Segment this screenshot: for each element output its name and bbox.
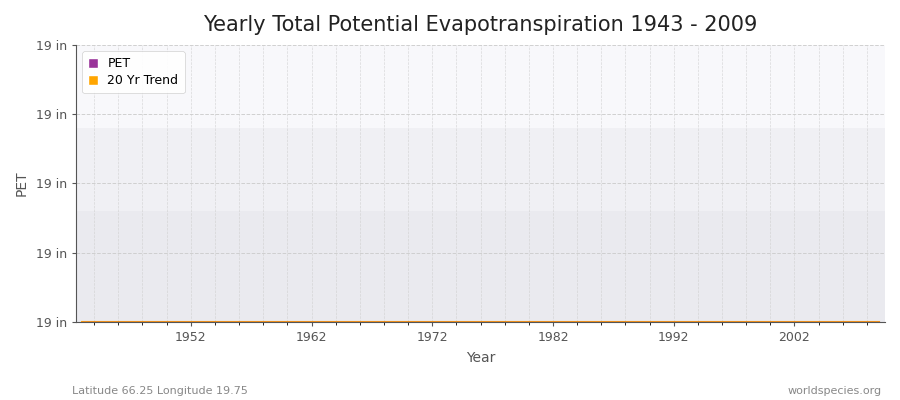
- Legend: PET, 20 Yr Trend: PET, 20 Yr Trend: [82, 51, 184, 93]
- Bar: [76, 45, 885, 128]
- X-axis label: Year: Year: [466, 351, 495, 365]
- Y-axis label: PET: PET: [15, 171, 29, 196]
- Text: Latitude 66.25 Longitude 19.75: Latitude 66.25 Longitude 19.75: [72, 386, 248, 396]
- Title: Yearly Total Potential Evapotranspiration 1943 - 2009: Yearly Total Potential Evapotranspiratio…: [203, 15, 758, 35]
- Bar: [76, 211, 885, 322]
- Text: worldspecies.org: worldspecies.org: [788, 386, 882, 396]
- Bar: [76, 128, 885, 211]
